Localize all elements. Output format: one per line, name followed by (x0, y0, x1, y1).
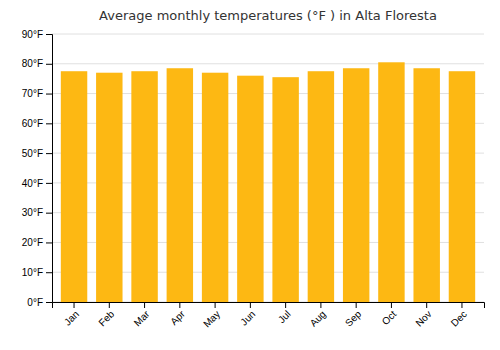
y-tick-mark (46, 272, 52, 273)
y-tick: 70°F (22, 88, 52, 99)
x-tick-label: May (201, 308, 222, 329)
bars (61, 62, 475, 302)
bar (96, 73, 122, 302)
x-tick-label: Jun (238, 308, 257, 327)
x-tick-label: Feb (96, 308, 116, 328)
y-tick: 80°F (22, 58, 52, 69)
y-axis-line (46, 35, 53, 303)
x-tick-mark (144, 302, 145, 308)
bar (308, 71, 334, 302)
x-tick-mark (356, 302, 357, 308)
y-tick-label: 60°F (22, 118, 43, 129)
y-tick-mark (46, 242, 52, 243)
x-tick-mark (320, 302, 321, 308)
x-tick: Sep (343, 302, 364, 329)
y-tick-label: 70°F (22, 88, 43, 99)
x-axis: Jan Feb Mar Apr May Jun Jul Aug Sep Oct Nov Dec (53, 302, 485, 330)
bar (449, 71, 475, 302)
x-tick-label: Oct (380, 308, 399, 327)
bar (272, 77, 298, 302)
y-tick: 20°F (22, 237, 52, 248)
x-tick-mark (391, 302, 392, 308)
x-tick: Oct (380, 302, 399, 327)
x-tick-mark (285, 302, 286, 308)
x-tick-label: Nov (413, 308, 433, 328)
x-tick: Feb (96, 302, 116, 328)
x-tick: Nov (413, 302, 433, 329)
bar (202, 73, 228, 302)
x-axis-line (53, 303, 485, 309)
plot-area: 0°F 10°F 20°F 30°F 40°F 50°F 60°F 70°F 80°F 90°F J… (22, 29, 485, 330)
y-tick: 0°F (27, 297, 52, 308)
x-tick: May (201, 302, 222, 330)
bar (61, 71, 87, 302)
y-tick: 10°F (22, 267, 52, 278)
x-tick-label: Mar (132, 308, 152, 328)
bar (167, 68, 193, 302)
x-tick-label: Jan (62, 308, 81, 327)
x-tick: Jun (238, 302, 257, 328)
x-tick-label: Jul (276, 308, 293, 325)
grid-line (52, 63, 484, 64)
x-tick-mark (74, 302, 75, 308)
x-tick-mark (215, 302, 216, 308)
x-tick: Aug (308, 302, 328, 329)
y-tick: 50°F (22, 148, 52, 159)
y-axis: 0°F 10°F 20°F 30°F 40°F 50°F 60°F 70°F 80°F 90°F (22, 29, 53, 308)
y-tick: 90°F (22, 29, 52, 40)
x-tick-label: Apr (168, 308, 187, 327)
x-tick: Jan (62, 302, 81, 328)
y-tick-mark (46, 123, 52, 124)
y-tick: 30°F (22, 207, 52, 218)
y-tick-label: 80°F (22, 58, 43, 69)
x-tick-mark (250, 302, 251, 308)
title: Average monthly temperatures (°F ) in Al… (99, 8, 437, 23)
x-tick-mark (179, 302, 180, 308)
x-tick-mark (461, 302, 462, 308)
y-tick-mark (46, 153, 52, 154)
grid-line (52, 34, 484, 35)
y-tick-mark (46, 64, 52, 65)
x-tick-label: Aug (308, 308, 328, 328)
chart: 0°F 10°F 20°F 30°F 40°F 50°F 60°F 70°F 80°F 90°F J… (0, 0, 500, 350)
y-tick-mark (46, 183, 52, 184)
x-tick: Apr (168, 302, 187, 327)
x-tick: Dec (449, 302, 469, 329)
bar (237, 76, 263, 302)
y-tick-label: 20°F (22, 237, 43, 248)
bar (343, 68, 369, 302)
grid (52, 34, 484, 302)
y-tick-label: 0°F (27, 297, 43, 308)
y-tick-label: 30°F (22, 207, 43, 218)
x-tick-label: Sep (343, 308, 364, 329)
y-tick-label: 10°F (22, 267, 43, 278)
y-tick-label: 50°F (22, 148, 43, 159)
y-tick-mark (46, 34, 52, 35)
y-tick-mark (46, 302, 52, 303)
y-tick: 40°F (22, 178, 52, 189)
y-tick-label: 90°F (22, 29, 43, 40)
y-tick: 60°F (22, 118, 52, 129)
x-tick: Mar (132, 302, 152, 328)
x-tick-mark (109, 302, 110, 308)
y-tick-mark (46, 94, 52, 95)
y-tick-mark (46, 213, 52, 214)
y-tick-label: 40°F (22, 178, 43, 189)
bar (131, 71, 157, 302)
bar (413, 68, 439, 302)
x-tick: Jul (276, 302, 293, 325)
x-tick-label: Dec (449, 308, 469, 328)
bar (378, 62, 404, 302)
x-tick-mark (426, 302, 427, 308)
